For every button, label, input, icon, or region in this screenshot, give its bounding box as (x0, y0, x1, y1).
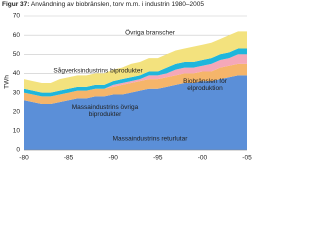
series-label: Övriga branscher (125, 29, 175, 37)
x-tick-label: -85 (64, 155, 74, 162)
y-tick-label: 50 (13, 51, 21, 58)
y-axis-label: TWh (4, 75, 11, 89)
y-tick-label: 20 (13, 108, 21, 115)
series-label: Massaindustrins returlutar (112, 135, 188, 143)
series-label: Massaindustrins övriga biprodukter (71, 104, 139, 118)
area (24, 63, 247, 105)
x-tick-label: -95 (153, 155, 163, 162)
chart: TWh 0 10 20 30 40 50 60 70 -80 -85 -90 -95 -00 -05 (4, 13, 252, 162)
y-tick-label: 70 (13, 13, 21, 20)
title: Figur 37: Användning av biobränslen, tor… (2, 1, 204, 8)
areas (24, 31, 247, 150)
series-label: Sågverksindustrins biprodukter (53, 67, 143, 75)
x-tick-label: -90 (108, 155, 118, 162)
page: Figur 37: Användning av biobränslen, tor… (2, 1, 252, 162)
y-tick-label: 10 (13, 128, 21, 135)
area (24, 31, 247, 93)
series-label: Biobränslen för elproduktion (183, 78, 227, 92)
y-tick-label: 60 (13, 32, 21, 39)
area (24, 75, 247, 150)
figure-label: Figur 37: (2, 1, 30, 8)
y-tick-label: 0 (16, 147, 20, 154)
x-tick-label: -05 (242, 155, 252, 162)
chart-title: Användning av biobränslen, torv m.m. i i… (30, 1, 204, 8)
y-tick-label: 40 (13, 70, 21, 77)
y-tick-label: 30 (13, 89, 21, 96)
x-tick-label: -00 (198, 155, 208, 162)
x-tick-label: -80 (19, 155, 29, 162)
